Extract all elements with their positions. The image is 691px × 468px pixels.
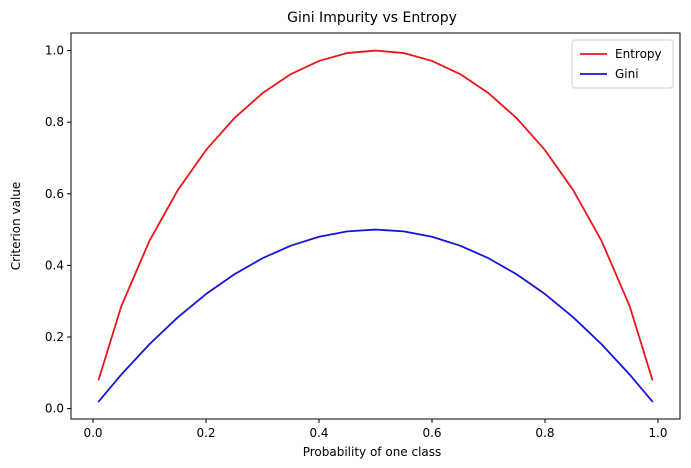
series-line-entropy bbox=[97, 49, 654, 381]
y-tick-label: 0.2 bbox=[45, 330, 64, 344]
chart-title: Gini Impurity vs Entropy bbox=[287, 10, 457, 26]
y-tick-label: 0.8 bbox=[45, 115, 64, 129]
legend-label-entropy: Entropy bbox=[615, 47, 662, 61]
y-tick-label: 0.4 bbox=[45, 258, 64, 272]
legend-label-gini: Gini bbox=[615, 67, 639, 81]
legend-box bbox=[571, 39, 674, 89]
x-axis-label: Probability of one class bbox=[303, 445, 442, 459]
plot-frame bbox=[70, 32, 681, 420]
x-tick-label: 0.0 bbox=[83, 426, 102, 440]
plot-area: 0.0 0.2 0.4 0.6 0.8 1.0 0.0 0.2 0.4 0.6 0.8 1.0 bbox=[45, 32, 681, 440]
x-tick-label: 1.0 bbox=[648, 426, 667, 440]
x-tick-label: 0.2 bbox=[196, 426, 215, 440]
x-tick-label: 0.4 bbox=[309, 426, 328, 440]
y-tick-label: 0.0 bbox=[45, 402, 64, 416]
y-tick-label: 1.0 bbox=[45, 44, 64, 58]
x-tick-label: 0.6 bbox=[422, 426, 441, 440]
legend: Entropy Gini bbox=[571, 39, 674, 89]
x-tick-label: 0.8 bbox=[535, 426, 554, 440]
series-line-gini bbox=[97, 228, 654, 403]
y-tick-label: 0.6 bbox=[45, 187, 64, 201]
y-axis-label: Criterion value bbox=[9, 182, 23, 271]
